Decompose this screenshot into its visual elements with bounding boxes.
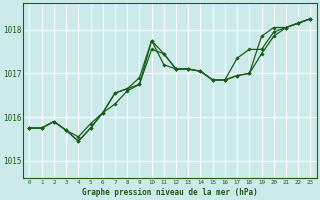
X-axis label: Graphe pression niveau de la mer (hPa): Graphe pression niveau de la mer (hPa) xyxy=(82,188,258,197)
